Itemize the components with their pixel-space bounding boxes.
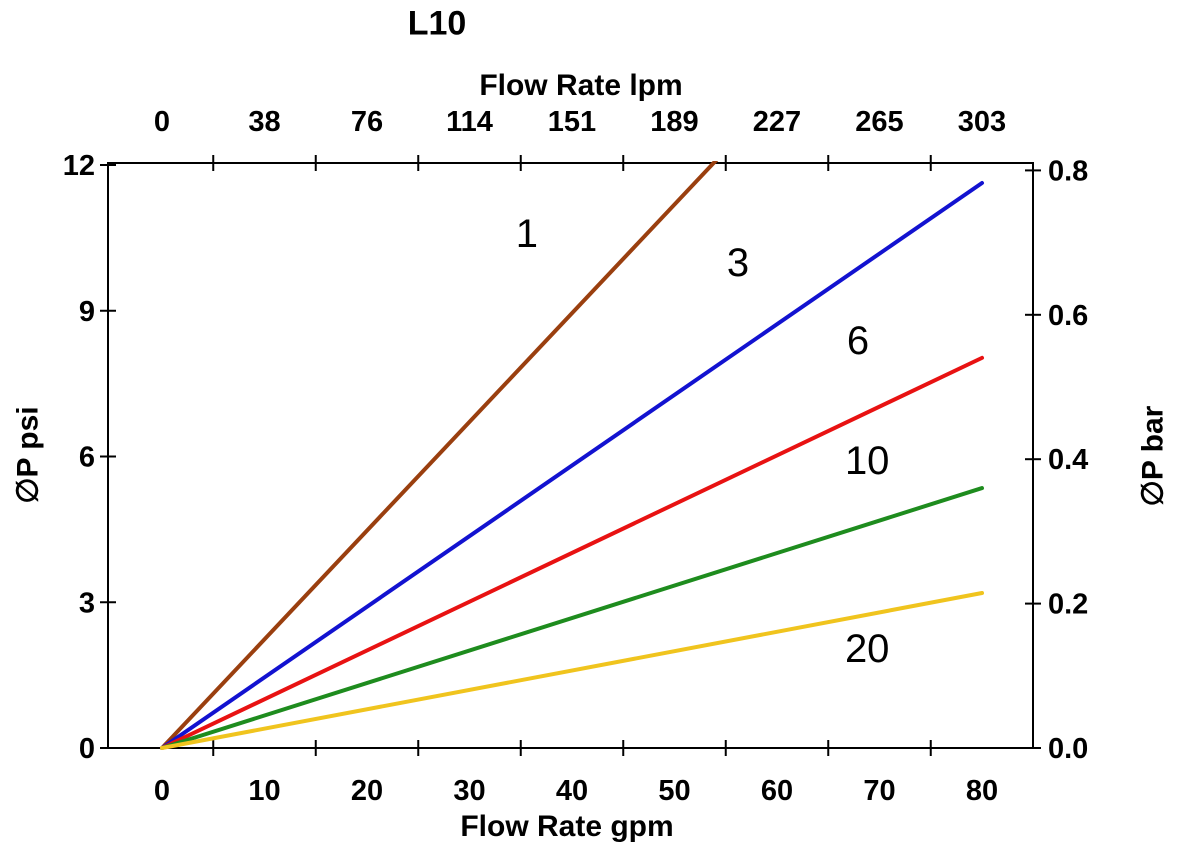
y-right-tick-label: 0.4 [1048, 444, 1088, 476]
series-label-20: 20 [845, 627, 890, 671]
x-top-tick-label: 227 [753, 106, 801, 138]
x-top-tick-label: 38 [248, 106, 280, 138]
chart-title: L10 [407, 4, 467, 43]
x-top-tick-label: 0 [154, 106, 170, 138]
x-top-tick-label: 189 [650, 106, 698, 138]
x-bottom-tick-label: 0 [154, 775, 170, 807]
x-top-tick-label: 303 [958, 106, 1006, 138]
x-bottom-tick-label: 20 [351, 775, 383, 807]
series-line-6 [160, 355, 984, 750]
series-line-3 [160, 180, 984, 750]
x-bottom-tick-label: 10 [248, 775, 280, 807]
x-bottom-tick-label: 40 [556, 775, 588, 807]
y-right-tick-label: 0.2 [1048, 589, 1088, 621]
series-label-3: 3 [727, 241, 749, 285]
x-bottom-tick-label: 50 [658, 775, 690, 807]
x-bottom-tick-label: 30 [453, 775, 485, 807]
x-top-tick-label: 265 [855, 106, 903, 138]
series-label-1: 1 [516, 212, 538, 256]
x-bottom-tick-label: 60 [761, 775, 793, 807]
series-line-1 [160, 161, 719, 750]
x-top-tick-label: 151 [548, 106, 596, 138]
y-left-tick-label: 9 [79, 296, 95, 328]
x-bottom-tick-label: 70 [863, 775, 895, 807]
series-label-10: 10 [845, 439, 890, 483]
y-left-tick-label: 0 [79, 733, 95, 765]
x-top-tick-label: 76 [351, 106, 383, 138]
series-line-20 [160, 591, 984, 750]
y-left-tick-label: 12 [63, 150, 95, 182]
plot-frame [107, 162, 1034, 749]
x-top-tick-label: 114 [446, 106, 493, 138]
series-line-10 [160, 486, 984, 750]
y-right-tick-label: 0.0 [1048, 733, 1088, 765]
x-bottom-tick-label: 80 [966, 775, 998, 807]
bottom-axis-title: Flow Rate gpm [460, 810, 674, 843]
y-left-tick-label: 3 [79, 587, 95, 619]
y-right-tick-label: 0.6 [1048, 300, 1088, 332]
series-label-6: 6 [847, 319, 869, 363]
y-left-tick-label: 6 [79, 442, 95, 474]
y-right-tick-label: 0.8 [1048, 155, 1088, 187]
top-axis-title: Flow Rate lpm [479, 69, 683, 102]
